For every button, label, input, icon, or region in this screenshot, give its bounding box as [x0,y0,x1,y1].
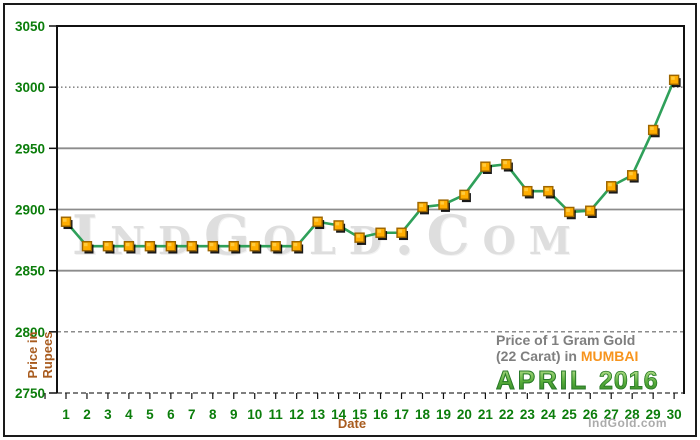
indgold-credit: IndGold.com [588,416,667,430]
caption-carat-text: (22 Carat) in [496,348,581,364]
data-point-day-30 [668,74,680,86]
x-tick-labels: 1 2 3 4 5 6 7 8 9 10 11 12 13 14 15 16 17 18 19 20 21 22 23 24 2… [62,407,681,422]
svg-text:2800: 2800 [15,325,45,340]
svg-text:3000: 3000 [15,80,45,95]
x-ticks [44,393,675,399]
y-axis-title-line1: Price in [25,331,40,379]
caption-line2: (22 Carat) in MUMBAI [496,348,686,364]
svg-text:10: 10 [247,407,262,422]
y-axis-title-line2: Rupees [40,331,55,379]
svg-text:11: 11 [269,407,284,422]
svg-text:20: 20 [457,407,472,422]
svg-text:2850: 2850 [15,264,45,279]
caption-line1: Price of 1 Gram Gold [496,332,636,348]
svg-text:9: 9 [230,407,238,422]
svg-text:23: 23 [520,407,536,422]
svg-text:14: 14 [331,407,347,422]
svg-text:2950: 2950 [15,141,45,156]
svg-text:2900: 2900 [15,203,45,218]
caption-year: 2016 [599,367,659,396]
svg-text:21: 21 [478,407,494,422]
outer-border [3,3,697,437]
svg-text:27: 27 [604,407,619,422]
svg-text:18: 18 [415,407,431,422]
svg-text:17: 17 [394,407,409,422]
caption-line3: APRIL 2016 [496,365,686,396]
svg-text:2750: 2750 [15,386,45,401]
axes-frame [56,25,685,394]
svg-text:25: 25 [562,407,578,422]
chart-caption: Price of 1 Gram Gold (22 Carat) in MUMBA… [496,332,686,396]
svg-text:28: 28 [625,407,641,422]
y-gridlines [49,25,684,394]
caption-month: APRIL [496,365,589,396]
svg-text:29: 29 [646,407,661,422]
svg-text:6: 6 [167,407,175,422]
svg-text:3050: 3050 [15,19,45,34]
data-point-day-19 [438,199,449,210]
svg-text:16: 16 [373,407,389,422]
svg-text:30: 30 [667,407,682,422]
data-point-day-28 [626,170,638,181]
svg-text:1: 1 [62,407,70,422]
svg-text:7: 7 [188,407,196,422]
data-point-day-20 [459,189,470,201]
x-axis-title: Date [337,416,367,431]
svg-text:3: 3 [104,407,112,422]
svg-text:12: 12 [289,407,304,422]
svg-text:13: 13 [310,407,326,422]
data-point-day-15 [354,232,365,243]
price-line [64,78,676,248]
watermark-indgold: IndGold.Com [72,203,584,267]
svg-text:22: 22 [499,407,514,422]
data-point-markers [60,74,681,254]
svg-text:4: 4 [125,407,133,422]
caption-city: MUMBAI [580,348,639,364]
svg-text:2: 2 [83,407,91,422]
y-tick-labels: 3050 3000 2950 2900 2850 2800 2750 [15,19,45,401]
svg-text:24: 24 [541,407,557,422]
y-axis-title: Price in Rupees [25,326,59,384]
svg-text:15: 15 [352,407,368,422]
svg-text:19: 19 [436,407,451,422]
svg-text:5: 5 [146,407,154,422]
svg-text:8: 8 [209,407,217,422]
svg-text:26: 26 [583,407,599,422]
